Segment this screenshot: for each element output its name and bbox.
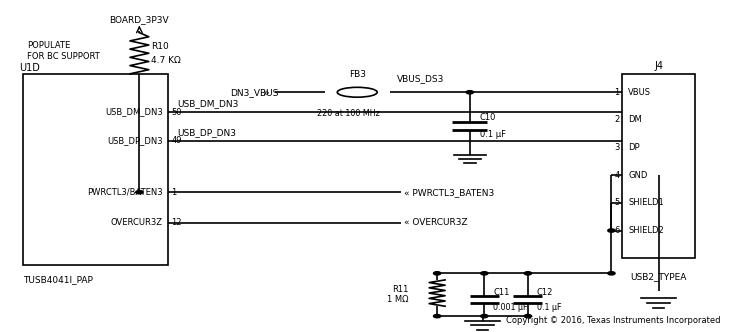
Text: PWRCTL3/BATEN3: PWRCTL3/BATEN3: [87, 188, 163, 197]
Text: FB3: FB3: [348, 70, 366, 79]
Text: 6: 6: [614, 226, 620, 235]
Text: U1D: U1D: [20, 63, 40, 73]
Text: Copyright © 2016, Texas Instruments Incorporated: Copyright © 2016, Texas Instruments Inco…: [506, 316, 720, 325]
Text: 0.1 µF: 0.1 µF: [537, 303, 561, 312]
Text: C10: C10: [480, 114, 496, 123]
Text: J4: J4: [654, 60, 663, 71]
Text: 1 MΩ: 1 MΩ: [386, 294, 408, 303]
Circle shape: [480, 314, 488, 318]
Text: 2: 2: [614, 116, 620, 124]
Text: USB_DM_DN3: USB_DM_DN3: [177, 99, 238, 108]
Circle shape: [434, 314, 441, 318]
Text: SHIELD2: SHIELD2: [628, 226, 664, 235]
Text: 50: 50: [171, 108, 182, 117]
Text: VBUS: VBUS: [628, 88, 651, 97]
Circle shape: [608, 229, 615, 232]
Text: 4: 4: [614, 171, 620, 180]
Text: 220 at 100 MHz: 220 at 100 MHz: [317, 109, 380, 118]
Circle shape: [524, 314, 531, 318]
Text: DM: DM: [628, 116, 642, 124]
Text: 4.7 KΩ: 4.7 KΩ: [151, 56, 181, 65]
Text: « OVERCUR3Z: « OVERCUR3Z: [405, 218, 468, 227]
Bar: [623, 74, 695, 258]
Text: USB_DP_DN3: USB_DP_DN3: [107, 136, 163, 145]
Text: USB_DM_DN3: USB_DM_DN3: [105, 108, 163, 117]
Text: SHIELD1: SHIELD1: [628, 199, 664, 208]
Text: »: »: [263, 87, 270, 97]
Text: 1: 1: [171, 188, 176, 197]
Circle shape: [524, 272, 531, 275]
Text: TUSB4041I_PAP: TUSB4041I_PAP: [23, 275, 93, 284]
Text: 0.001 µF: 0.001 µF: [493, 303, 528, 312]
Text: USB2_TYPEA: USB2_TYPEA: [631, 272, 687, 281]
Text: 5: 5: [614, 199, 620, 208]
Text: C12: C12: [537, 288, 553, 297]
Circle shape: [608, 272, 615, 275]
Circle shape: [466, 91, 473, 94]
Text: BOARD_3P3V: BOARD_3P3V: [109, 15, 169, 24]
Circle shape: [434, 272, 441, 275]
Text: 12: 12: [171, 218, 182, 227]
Circle shape: [136, 191, 143, 194]
Ellipse shape: [338, 87, 377, 97]
Text: VBUS_DS3: VBUS_DS3: [397, 75, 445, 84]
Text: POPULATE: POPULATE: [27, 42, 70, 50]
Text: C11: C11: [493, 288, 510, 297]
Text: R11: R11: [391, 285, 408, 293]
Bar: [23, 74, 168, 265]
Text: R10: R10: [151, 42, 168, 51]
Text: 49: 49: [171, 136, 182, 145]
Text: 0.1 µF: 0.1 µF: [480, 129, 506, 138]
Text: FOR BC SUPPORT: FOR BC SUPPORT: [27, 52, 100, 61]
Text: USB_DP_DN3: USB_DP_DN3: [177, 128, 236, 137]
Text: 1: 1: [614, 88, 620, 97]
Text: OVERCUR3Z: OVERCUR3Z: [111, 218, 163, 227]
Text: « PWRCTL3_BATEN3: « PWRCTL3_BATEN3: [405, 188, 495, 197]
Text: DP: DP: [628, 143, 640, 152]
Text: GND: GND: [628, 171, 647, 180]
Text: 3: 3: [614, 143, 620, 152]
Circle shape: [480, 272, 488, 275]
Text: DN3_VBUS: DN3_VBUS: [230, 88, 278, 97]
